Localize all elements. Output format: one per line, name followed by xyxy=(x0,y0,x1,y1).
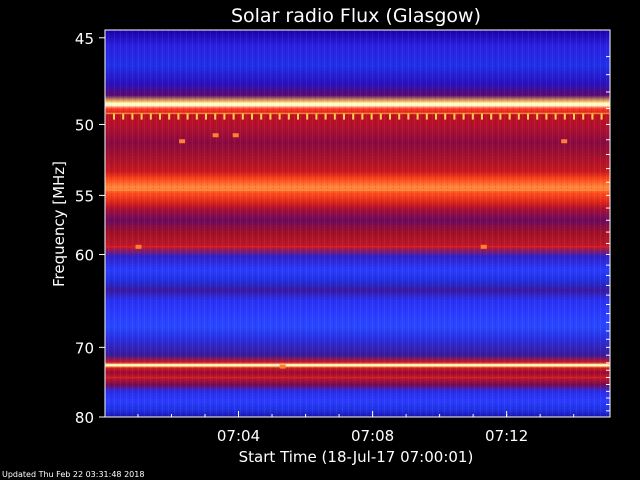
y-tick-label: 45 xyxy=(75,30,94,48)
comb-mark xyxy=(333,113,336,120)
comb-mark xyxy=(361,113,364,120)
comb-mark xyxy=(297,113,299,120)
comb-mark xyxy=(315,113,318,120)
comb-mark xyxy=(435,113,437,120)
comb-mark xyxy=(444,113,447,120)
comb-mark xyxy=(517,113,520,120)
comb-mark xyxy=(140,113,143,120)
comb-mark xyxy=(490,113,493,120)
x-tick-label: 07:08 xyxy=(351,427,394,445)
y-tick-label: 70 xyxy=(75,339,94,357)
comb-mark xyxy=(600,113,603,120)
comb-mark xyxy=(425,113,428,120)
comb-mark xyxy=(508,113,511,120)
plot-frame xyxy=(104,29,611,418)
comb-mark xyxy=(453,113,456,120)
comb-mark xyxy=(591,113,594,120)
interference-blip xyxy=(212,133,219,138)
interference-blip xyxy=(480,244,487,249)
comb-mark xyxy=(287,113,290,120)
comb-mark xyxy=(527,113,529,120)
comb-mark xyxy=(370,113,373,120)
interference-blip xyxy=(279,364,286,369)
comb-mark xyxy=(149,113,152,120)
x-axis: 07:04 07:08 07:12 xyxy=(137,411,575,445)
comb-mark xyxy=(324,113,327,120)
comb-mark xyxy=(398,113,401,120)
comb-mark xyxy=(582,113,585,120)
heatmap-texture xyxy=(105,30,610,417)
interference-blip xyxy=(561,139,568,144)
interference-blips xyxy=(113,113,603,369)
comb-mark xyxy=(186,113,189,120)
comb-mark xyxy=(241,113,244,120)
comb-mark xyxy=(168,113,171,120)
comb-mark xyxy=(499,113,502,120)
comb-mark xyxy=(113,113,115,120)
chart-title: Solar radio Flux (Glasgow) xyxy=(231,5,481,27)
comb-mark xyxy=(407,113,410,120)
comb-mark xyxy=(306,113,309,120)
comb-mark xyxy=(223,113,226,120)
comb-mark xyxy=(554,113,557,120)
interference-blip xyxy=(232,133,239,138)
comb-mark xyxy=(573,113,575,120)
comb-mark xyxy=(389,113,391,120)
comb-mark xyxy=(352,113,355,120)
comb-mark xyxy=(159,113,161,120)
plot-area xyxy=(104,29,611,418)
comb-mark xyxy=(269,113,272,120)
comb-mark xyxy=(205,113,207,120)
x-axis-title: Start Time (18-Jul-17 07:00:01) xyxy=(239,448,474,466)
emission-bands xyxy=(106,102,609,379)
x-tick-label: 07:04 xyxy=(217,427,260,445)
comb-mark xyxy=(177,113,180,120)
comb-mark xyxy=(536,113,539,120)
comb-mark xyxy=(260,113,263,120)
interference-blip xyxy=(135,244,142,249)
comb-mark xyxy=(462,113,465,120)
comb-mark xyxy=(278,113,281,120)
comb-mark xyxy=(232,113,235,120)
y-axis: 45 50 55 60 70 80 xyxy=(75,30,610,427)
y-tick-label: 60 xyxy=(75,246,94,264)
comb-mark xyxy=(251,113,253,120)
comb-mark xyxy=(343,113,345,120)
comb-mark xyxy=(416,113,419,120)
comb-mark xyxy=(545,113,548,120)
comb-mark xyxy=(379,113,382,120)
y-tick-label: 80 xyxy=(75,409,94,427)
comb-mark xyxy=(214,113,217,120)
comb-mark xyxy=(563,113,566,120)
x-tick-label: 07:12 xyxy=(485,427,528,445)
comb-mark xyxy=(131,113,134,120)
comb-mark xyxy=(481,113,483,120)
interference-blip xyxy=(179,139,186,144)
comb-mark xyxy=(471,113,474,120)
comb-mark xyxy=(122,113,125,120)
y-axis-title: Frequency [MHz] xyxy=(50,161,68,287)
updated-timestamp: Updated Thu Feb 22 03:31:48 2018 xyxy=(2,470,144,479)
y-tick-label: 55 xyxy=(75,187,94,205)
y-tick-label: 50 xyxy=(75,116,94,134)
comb-mark xyxy=(195,113,198,120)
